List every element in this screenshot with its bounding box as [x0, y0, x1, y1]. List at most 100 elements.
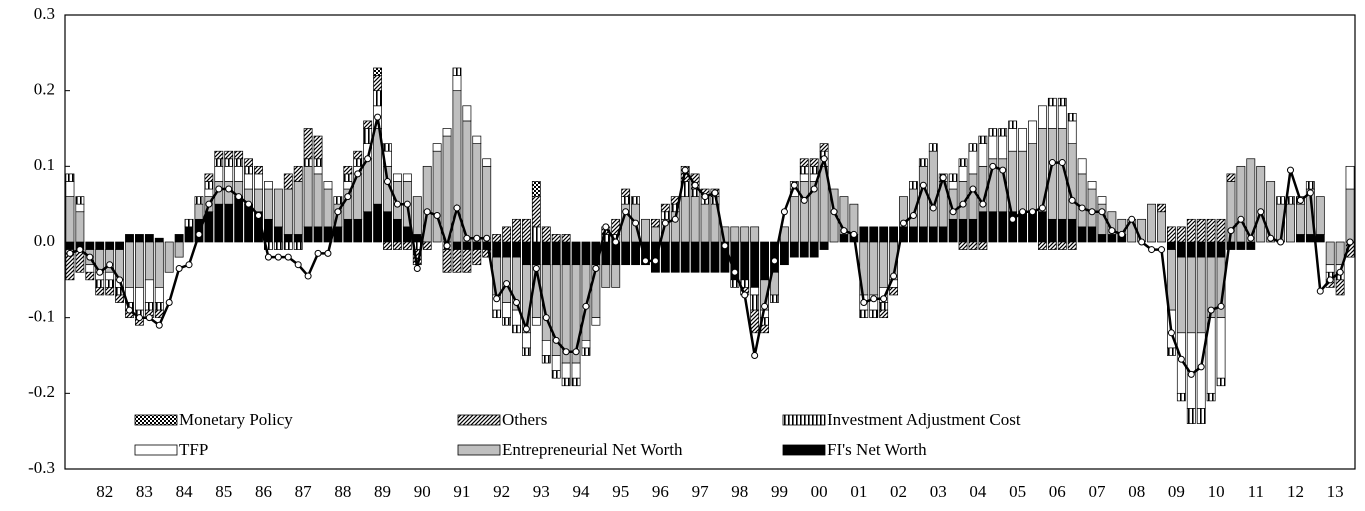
x-tick-label: 92 [493, 482, 510, 501]
bar-segment [1067, 218, 1077, 243]
total-point [919, 181, 927, 189]
bar-segment [780, 241, 789, 266]
bar-segment [1038, 105, 1047, 129]
total-point [1187, 370, 1195, 378]
total-point [135, 314, 143, 322]
total-point [403, 200, 411, 208]
total-point [761, 302, 769, 310]
bar-segment [1057, 105, 1067, 129]
bar-segment [363, 128, 373, 144]
bar-segment [234, 150, 244, 160]
bar-segment [65, 249, 75, 281]
bar-segment [710, 241, 720, 273]
bar-segment [879, 241, 889, 288]
bar-segment [1216, 377, 1226, 387]
bar-segment [1047, 97, 1057, 107]
total-point [175, 264, 183, 272]
bar-segment [174, 234, 184, 243]
bar-segment [561, 234, 571, 243]
bar-segment [988, 211, 998, 243]
total-point [245, 200, 253, 208]
total-point [671, 215, 679, 223]
total-point [1038, 204, 1046, 212]
x-tick-label: 82 [96, 482, 113, 501]
bar-segment [303, 128, 313, 160]
bar-segment [194, 196, 204, 205]
total-point [929, 204, 937, 212]
bar-segment [1028, 211, 1037, 243]
bar-segment [561, 362, 571, 379]
bar-segment [1107, 234, 1117, 243]
x-tick-label: 96 [652, 482, 669, 501]
total-point [433, 212, 441, 220]
bar-segment [303, 226, 313, 243]
bar-segment [422, 241, 432, 250]
bar-segment [750, 287, 760, 296]
total-point [1277, 238, 1285, 246]
total-point [711, 189, 719, 197]
bar-segment [353, 158, 363, 167]
bar-segment [492, 234, 502, 243]
bar-segment [154, 237, 164, 243]
bar-segment [75, 211, 85, 243]
bar-segment [859, 309, 869, 319]
bar-segment [432, 150, 442, 243]
total-point [1177, 355, 1185, 363]
bar-segment [1167, 226, 1176, 243]
total-point [900, 219, 907, 227]
total-point [840, 227, 848, 235]
bar-segment [244, 158, 253, 167]
bar-segment [452, 75, 462, 92]
bar-segment [522, 241, 531, 266]
bar-segment [373, 75, 382, 92]
bar-segment [1176, 226, 1186, 243]
bar-segment [65, 173, 75, 182]
bar-segment [472, 241, 482, 250]
bar-segment [293, 241, 303, 250]
bar-segment [343, 173, 353, 182]
bar-segment [283, 234, 293, 243]
bar-segment [472, 135, 482, 144]
bar-segment [313, 173, 323, 228]
bar-segment [65, 241, 75, 250]
bar-segment [224, 165, 234, 182]
bar-segment [968, 150, 978, 175]
bar-segment [85, 241, 95, 250]
bar-segment [214, 150, 224, 160]
bar-segment [482, 158, 492, 167]
bar-segment [1296, 203, 1305, 235]
bar-segment [1276, 196, 1285, 205]
total-point [66, 249, 74, 257]
bar-segment [1008, 120, 1018, 129]
bar-segment [541, 226, 551, 243]
bar-segment [879, 226, 889, 243]
bar-segment [571, 377, 581, 387]
bar-segment [1087, 181, 1097, 190]
bar-segment [621, 188, 631, 197]
total-point [1316, 287, 1324, 295]
total-point [691, 181, 699, 189]
bar-segment [1176, 392, 1186, 402]
bar-segment [660, 203, 670, 213]
bar-segment [561, 377, 571, 387]
bar-segment [254, 173, 263, 190]
bar-segment [1087, 188, 1097, 228]
total-point [622, 208, 630, 216]
bar-segment [998, 135, 1008, 160]
legend-label: Investment Adjustment Cost [827, 410, 1021, 429]
bar-segment [1345, 188, 1355, 243]
bar-segment [1305, 234, 1315, 243]
total-point [880, 295, 888, 303]
total-point [443, 242, 451, 250]
bar-segment [1018, 150, 1027, 213]
bar-segment [611, 264, 621, 288]
bar-segment [740, 226, 750, 243]
total-point [1048, 159, 1056, 167]
bar-segment [204, 181, 214, 190]
total-point [334, 208, 342, 216]
bar-segment [135, 241, 144, 288]
bar-segment [809, 158, 819, 167]
bar-segment [522, 218, 531, 243]
bar-segment [373, 90, 382, 107]
bar-segment [670, 241, 680, 273]
